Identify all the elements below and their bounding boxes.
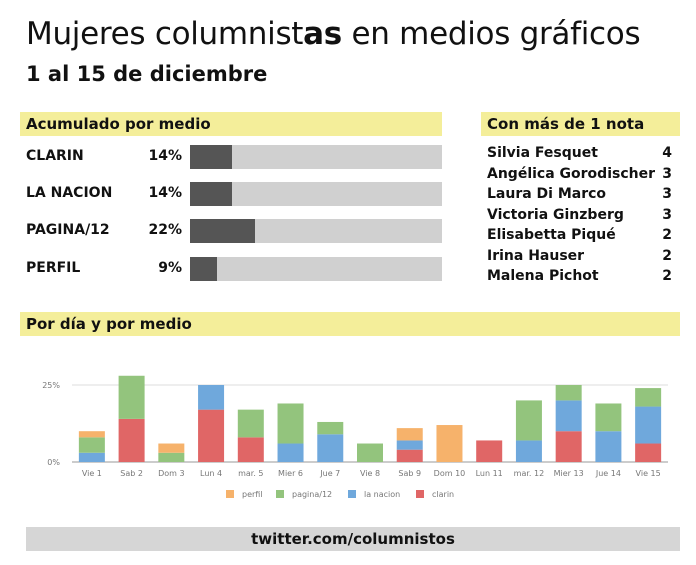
section-acumulado-header: Acumulado por medio: [20, 112, 442, 136]
bar-segment-clarin: [118, 418, 145, 462]
columnista-count: 2: [662, 268, 672, 284]
bar-segment-pagina12: [277, 403, 304, 444]
bar-segment-clarin: [635, 443, 662, 462]
medio-label: PERFIL: [26, 260, 81, 276]
bar-segment-lanacion: [198, 385, 225, 410]
bar-segment-clarin: [396, 449, 423, 462]
x-tick-label: Jue 14: [595, 469, 621, 478]
stacked-bar-chart: 0% 25% Vie 1 Sab 2 Dom 3 Lun 4 mar. 5 Mier 6 Jue…: [42, 375, 668, 499]
medio-label: LA NACION: [26, 185, 113, 201]
columnista-count: 2: [662, 227, 672, 243]
medio-bar-fill: [190, 145, 232, 169]
medio-bar-fill: [190, 182, 232, 206]
columnista-count: 3: [662, 166, 672, 182]
medio-pct: 9%: [158, 260, 182, 276]
x-tick-label: Vie 15: [636, 469, 661, 478]
bar-segment-clarin: [555, 431, 582, 462]
page-subtitle: 1 al 15 de diciembre: [26, 62, 268, 86]
x-tick-label: mar. 5: [238, 469, 263, 478]
y-tick-label: 0%: [47, 458, 60, 467]
medio-bar-track: [190, 257, 442, 281]
x-tick-label: Sab 2: [120, 469, 143, 478]
x-tick-label: Mier 6: [278, 469, 303, 478]
medio-bar-fill: [190, 219, 256, 243]
x-tick-label: Lun 11: [476, 469, 503, 478]
columnista-name: Victoria Ginzberg: [487, 207, 624, 223]
legend-swatch: [348, 490, 356, 498]
medio-pct: 22%: [148, 222, 182, 238]
medio-label: CLARIN: [26, 148, 84, 164]
x-tick-label: Jue 7: [319, 469, 340, 478]
bar-segment-perfil: [436, 425, 463, 462]
medio-bar-track: [190, 182, 442, 206]
columnista-name: Irina Hauser: [487, 248, 585, 264]
columnista-name: Silvia Fesquet: [487, 145, 598, 161]
columnista-name: Angélica Gorodischer: [487, 166, 655, 182]
bar-segment-lanacion: [277, 443, 304, 462]
medio-label: PAGINA/12: [26, 222, 110, 238]
columnista-name: Elisabetta Piqué: [487, 227, 616, 243]
x-tick-label: Lun 4: [200, 469, 222, 478]
bar-segment-pagina12: [635, 388, 662, 407]
bar-segment-pagina12: [515, 400, 542, 441]
medio-bar-fill: [190, 257, 217, 281]
columnista-name: Malena Pichot: [487, 268, 599, 284]
bar-segment-lanacion: [396, 440, 423, 450]
x-tick-label: Vie 8: [360, 469, 380, 478]
bar-segment-clarin: [476, 440, 503, 462]
bar-segment-pagina12: [78, 437, 105, 453]
bar-segment-lanacion: [317, 434, 344, 462]
x-tick-label: mar. 12: [514, 469, 545, 478]
bar-segment-perfil: [78, 431, 105, 438]
bar-segment-perfil: [396, 428, 423, 441]
legend-label: perfil: [242, 490, 263, 499]
legend-swatch: [416, 490, 424, 498]
section-por-dia-header: Por día y por medio: [20, 312, 680, 336]
page-title: Mujeres columnistas en medios gráficos: [26, 16, 641, 52]
medio-bar-track: [190, 219, 442, 243]
medio-bar-track: [190, 145, 442, 169]
legend-label: clarin: [432, 490, 454, 499]
bar-segment-pagina12: [357, 443, 383, 462]
medio-pct: 14%: [148, 148, 182, 164]
bar-segment-pagina12: [158, 452, 185, 462]
bar-segment-pagina12: [237, 409, 264, 438]
legend-label: pagina/12: [292, 490, 332, 499]
bar-segment-lanacion: [78, 452, 105, 462]
section-con-mas-header: Con más de 1 nota: [481, 112, 680, 136]
columnista-count: 4: [662, 145, 672, 161]
bar-segment-lanacion: [635, 406, 662, 444]
x-tick-label: Dom 3: [158, 469, 184, 478]
columnista-name: Laura Di Marco: [487, 186, 607, 202]
x-tick-label: Vie 1: [82, 469, 102, 478]
bar-segment-pagina12: [118, 375, 145, 419]
x-tick-label: Mier 13: [554, 469, 584, 478]
footer-twitter[interactable]: twitter.com/columnistos: [26, 527, 680, 551]
columnista-count: 2: [662, 248, 672, 264]
y-tick-label: 25%: [42, 381, 60, 390]
bar-segment-pagina12: [317, 421, 344, 435]
columnista-count: 3: [662, 207, 672, 223]
bar-segment-perfil: [158, 443, 185, 453]
legend-label: la nacion: [364, 490, 400, 499]
bar-segment-pagina12: [555, 385, 582, 401]
bar-segment-clarin: [198, 409, 225, 462]
legend-swatch: [276, 490, 284, 498]
bar-segment-pagina12: [595, 403, 622, 432]
legend-swatch: [226, 490, 234, 498]
medio-pct: 14%: [148, 185, 182, 201]
bar-segment-lanacion: [515, 440, 542, 462]
x-tick-label: Sab 9: [398, 469, 421, 478]
bar-segment-lanacion: [555, 400, 582, 432]
bar-segment-lanacion: [595, 431, 622, 462]
columnista-count: 3: [662, 186, 672, 202]
bar-segment-clarin: [237, 437, 264, 462]
x-tick-label: Dom 10: [434, 469, 466, 478]
